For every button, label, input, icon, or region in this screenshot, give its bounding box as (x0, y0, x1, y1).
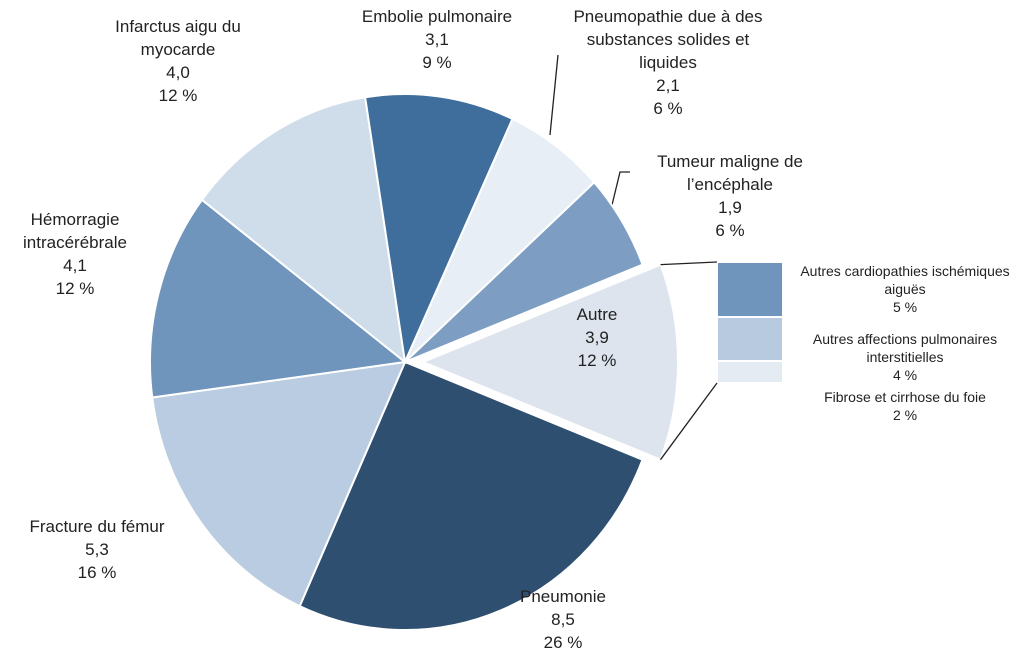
slice-label-line: 12 % (577, 351, 617, 370)
connector (660, 261, 718, 266)
bar-label: Fibrose et cirrhose du foie 2 % (790, 388, 1018, 424)
slice-label-line: 1,9 (718, 198, 742, 217)
leader-line (549, 54, 559, 136)
slice-label-line: 3,1 (425, 30, 449, 49)
slice-label-line: Autre (576, 305, 618, 324)
bar-label-line: Autres affections pulmonaires interstiti… (812, 331, 998, 365)
slice (149, 198, 408, 399)
slice-label-line: 12 % (55, 279, 95, 298)
slice-label: Hémorragie intracérébrale 4,1 12 % (5, 208, 145, 300)
leader-line (611, 171, 630, 206)
slice (364, 93, 514, 366)
slice-label-line: Fracture du fémur (29, 517, 165, 536)
bar-label-line: Fibrose et cirrhose du foie (824, 389, 986, 405)
slice-label-line: 8,5 (551, 610, 575, 629)
bar-label-line: Autres cardiopathies ischémiques aiguës (800, 263, 1010, 297)
slice-label-line: 9 % (422, 53, 452, 72)
bar-segment (716, 261, 784, 318)
slice (404, 180, 644, 363)
bar-segment (716, 360, 784, 384)
slice-label-line: 16 % (77, 563, 117, 582)
slice (151, 360, 407, 608)
slice-label-line: Pneumopathie due à des substances solide… (573, 7, 763, 72)
slice-label-line: 4,1 (63, 256, 87, 275)
slice-label-line: Embolie pulmonaire (361, 7, 513, 26)
slice (298, 360, 644, 631)
slice-label-line: 5,3 (85, 540, 109, 559)
slice-label: Embolie pulmonaire 3,1 9 % (337, 5, 537, 74)
bar-segment (716, 316, 784, 362)
slice (200, 96, 407, 365)
slice-label-line: 6 % (715, 221, 745, 240)
slice-label-line: 2,1 (656, 76, 680, 95)
bar-label: Autres affections pulmonaires interstiti… (790, 330, 1018, 384)
slice-label: Infarctus aigu du myocarde 4,0 12 % (93, 15, 263, 107)
slice-label: Pneumonie 8,5 26 % (493, 585, 633, 654)
slice (420, 263, 679, 462)
slice-label-line: 6 % (653, 99, 683, 118)
bar-label-line: 2 % (892, 407, 918, 423)
slice-label: Pneumopathie due à des substances solide… (566, 5, 771, 120)
slice-label-line: Pneumonie (519, 587, 606, 606)
slice-label: Tumeur maligne de l’encéphale 1,9 6 % (625, 150, 835, 242)
slice-label: Fracture du fémur 5,3 16 % (0, 515, 197, 584)
slice-label-line: 12 % (158, 86, 198, 105)
slice-label-line: 3,9 (585, 328, 609, 347)
slice-label-line: Hémorragie intracérébrale (23, 210, 127, 252)
slice-label-line: 4,0 (166, 63, 190, 82)
slice-label: Autre 3,9 12 % (537, 303, 657, 372)
bar-label-line: 5 % (892, 299, 918, 315)
slice-label-line: Tumeur maligne de l’encéphale (657, 152, 803, 194)
bar-label: Autres cardiopathies ischémiques aiguës 5… (790, 262, 1018, 316)
connector (659, 382, 718, 461)
bar-label-line: 4 % (892, 367, 918, 383)
slice-label-line: Infarctus aigu du myocarde (115, 17, 241, 59)
slice-label-line: 26 % (543, 633, 583, 652)
